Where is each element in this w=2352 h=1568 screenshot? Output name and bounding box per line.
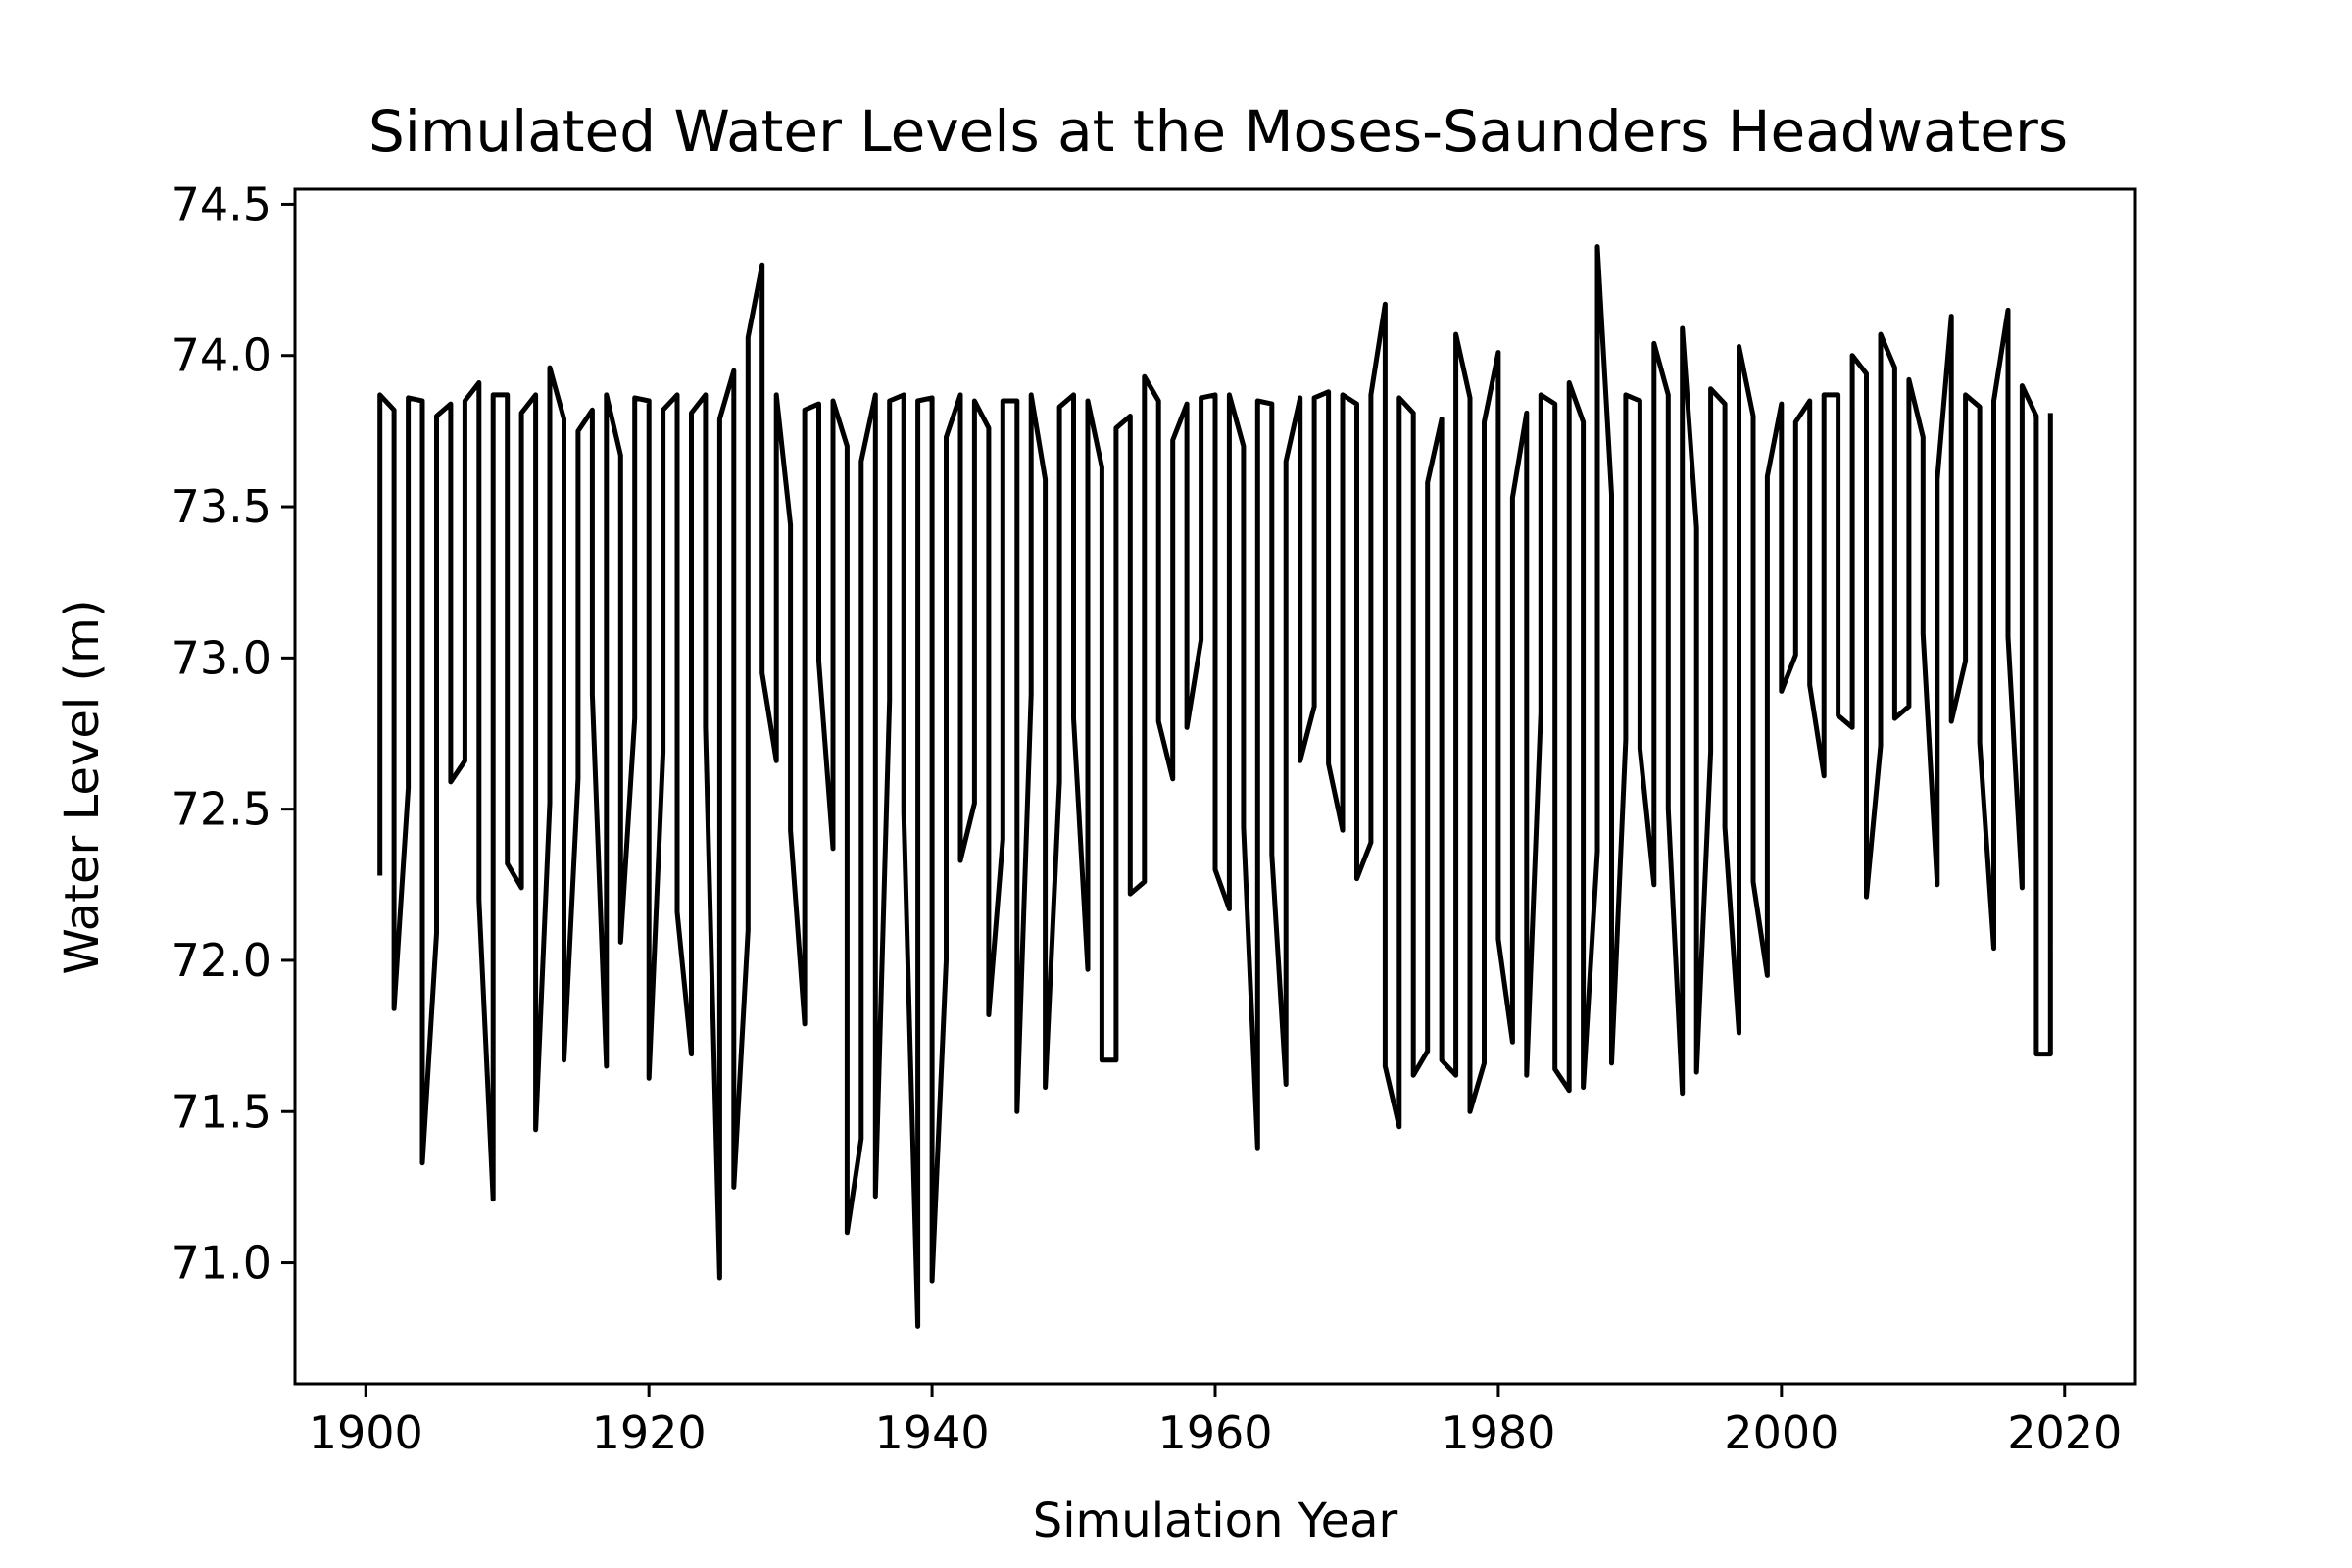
y-tick-label: 73.0 xyxy=(172,631,271,684)
x-tick-label: 1980 xyxy=(1441,1406,1555,1459)
y-tick-label: 71.5 xyxy=(172,1085,271,1138)
y-axis: 71.0 71.5 72.0 72.5 73.0 73.5 74.0 74.5 xyxy=(172,177,295,1290)
y-tick-label: 73.5 xyxy=(172,480,271,533)
x-tick-label: 2020 xyxy=(2007,1406,2122,1459)
x-axis-label: Simulation Year xyxy=(1033,1494,1398,1548)
y-tick-label: 72.5 xyxy=(172,783,271,836)
y-tick-label: 71.0 xyxy=(172,1237,271,1290)
y-tick-label: 74.5 xyxy=(172,177,271,230)
x-tick-label: 1940 xyxy=(875,1406,990,1459)
y-tick-label: 74.0 xyxy=(172,329,271,382)
x-tick-label: 1960 xyxy=(1157,1406,1272,1459)
series-layer xyxy=(377,244,2053,1329)
x-tick-label: 1900 xyxy=(309,1406,423,1459)
water-level-series-line xyxy=(377,244,2053,1329)
y-tick-label: 72.0 xyxy=(172,934,271,987)
chart-title: Simulated Water Levels at the Moses-Saun… xyxy=(368,98,2068,165)
x-tick-label: 1920 xyxy=(592,1406,707,1459)
x-axis: 1900 1920 1940 1960 1980 2000 2020 xyxy=(309,1384,2122,1459)
y-axis-label: Water Level (m) xyxy=(55,599,110,974)
x-tick-label: 2000 xyxy=(1724,1406,1838,1459)
